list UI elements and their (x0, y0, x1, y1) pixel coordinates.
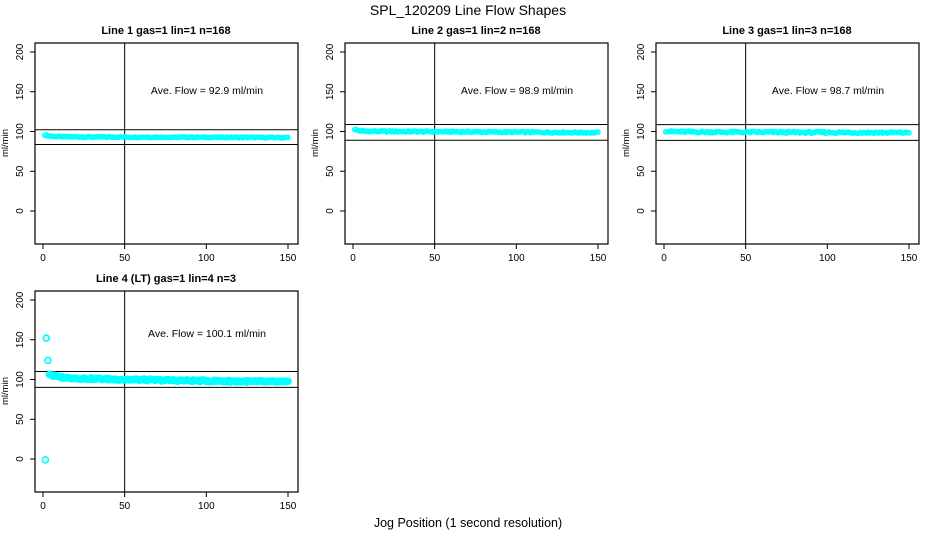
panel-title: Line 3 gas=1 lin=3 n=168 (722, 25, 851, 37)
y-tick-label: 0 (325, 208, 336, 214)
panel-line-2: Line 2 gas=1 lin=2 n=168 Ave. Flow = 98.… (310, 25, 609, 264)
data-point (285, 134, 291, 141)
x-tick-label: 100 (819, 253, 836, 264)
y-tick-label: 200 (325, 43, 336, 60)
data-point (906, 130, 912, 136)
x-tick-label: 50 (429, 253, 441, 264)
y-tick-label: 50 (636, 165, 647, 177)
y-tick-label: 0 (15, 456, 26, 462)
panel-title: Line 1 gas=1 lin=1 n=168 (101, 25, 230, 37)
y-tick-label: 100 (636, 123, 647, 140)
main-title: SPL_120209 Line Flow Shapes (370, 2, 566, 18)
y-tick-label: 150 (15, 331, 26, 348)
x-tick-label: 0 (661, 253, 667, 264)
x-tick-label: 150 (280, 501, 297, 512)
outlier-point (41, 455, 50, 464)
y-axis-label: ml/min (0, 377, 11, 405)
y-axis-label: ml/min (310, 129, 321, 157)
y-tick-label: 0 (15, 208, 26, 214)
y-tick-label: 50 (325, 165, 336, 177)
y-tick-label: 100 (15, 123, 26, 140)
panel-line-1: Line 1 gas=1 lin=1 n=168 Ave. Flow = 92.… (0, 25, 299, 264)
y-tick-label: 200 (636, 43, 647, 60)
x-tick-label: 150 (280, 253, 297, 264)
x-tick-label: 50 (740, 253, 752, 264)
axis-box (344, 42, 609, 245)
x-tick-label: 150 (590, 253, 607, 264)
y-tick-label: 150 (636, 83, 647, 100)
x-tick-label: 50 (119, 501, 131, 512)
ave-flow-annotation: Ave. Flow = 98.7 ml/min (772, 85, 884, 97)
plot-layer: 0 50 100 150 0 50 100 150 200 (15, 42, 299, 264)
x-tick-label: 0 (350, 253, 356, 264)
y-tick-label: 50 (15, 413, 26, 425)
y-tick-label: 200 (15, 291, 26, 308)
data-point (595, 129, 601, 135)
y-tick-label: 200 (15, 43, 26, 60)
y-axis-label: ml/min (0, 129, 11, 157)
x-axis-label: Jog Position (1 second resolution) (374, 516, 562, 530)
x-tick-label: 100 (198, 253, 215, 264)
y-tick-label: 150 (325, 83, 336, 100)
y-tick-label: 0 (636, 208, 647, 214)
y-tick-label: 100 (15, 371, 26, 388)
panel-line-4: Line 4 (LT) gas=1 lin=4 n=3 Ave. Flow = … (0, 273, 299, 512)
panel-title: Line 2 gas=1 lin=2 n=168 (411, 25, 540, 37)
outlier-point (42, 334, 51, 343)
ave-flow-annotation: Ave. Flow = 98.9 ml/min (461, 85, 573, 97)
axis-box (34, 290, 299, 493)
x-tick-label: 150 (901, 253, 918, 264)
x-tick-label: 100 (508, 253, 525, 264)
panel-line-3: Line 3 gas=1 lin=3 n=168 Ave. Flow = 98.… (621, 25, 920, 264)
panel-title: Line 4 (LT) gas=1 lin=4 n=3 (96, 273, 236, 285)
plot-layer: 0 50 100 150 0 50 100 150 200 (325, 42, 609, 264)
axis-box (34, 42, 299, 245)
x-tick-label: 50 (119, 253, 131, 264)
x-tick-label: 100 (198, 501, 215, 512)
x-tick-label: 0 (40, 501, 46, 512)
ave-flow-annotation: Ave. Flow = 100.1 ml/min (148, 328, 266, 340)
y-axis-label: ml/min (621, 129, 632, 157)
data-point (284, 377, 292, 386)
y-tick-label: 150 (15, 83, 26, 100)
ave-flow-annotation: Ave. Flow = 92.9 ml/min (151, 85, 263, 97)
plot-layer: 0 50 100 150 0 50 100 150 200 (15, 290, 299, 512)
plot-layer: 0 50 100 150 0 50 100 150 200 (636, 42, 920, 264)
y-tick-label: 50 (15, 165, 26, 177)
outlier-point (44, 356, 52, 365)
y-tick-label: 100 (325, 123, 336, 140)
axis-box (655, 42, 920, 245)
x-tick-label: 0 (40, 253, 46, 264)
